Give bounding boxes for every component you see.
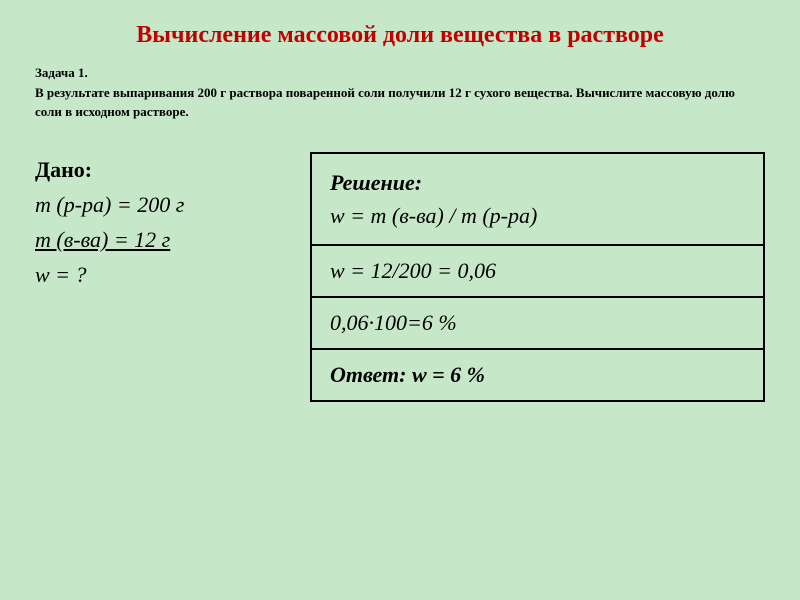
problem-heading: Задача 1. <box>35 65 88 80</box>
solution-row4: Ответ: w = 6 % <box>311 349 764 401</box>
solution-row2: w = 12/200 = 0,06 <box>311 245 764 297</box>
solution-row3: 0,06·100=6 % <box>311 297 764 349</box>
given-line2: m (в-ва) = 12 г <box>35 222 285 257</box>
given-label: Дано: <box>35 152 285 187</box>
solution-formula: w = m (в-ва) / m (р-ра) <box>330 203 537 228</box>
solution-table: Решение: w = m (в-ва) / m (р-ра) w = 12/… <box>310 152 765 402</box>
solution-label: Решение: <box>330 170 422 195</box>
given-line3: w = ? <box>35 257 285 292</box>
given-block: Дано: m (р-ра) = 200 г m (в-ва) = 12 г w… <box>35 152 285 402</box>
problem-text: В результате выпаривания 200 г раствора … <box>35 85 735 120</box>
solution-row1: Решение: w = m (в-ва) / m (р-ра) <box>311 153 764 245</box>
main-content: Дано: m (р-ра) = 200 г m (в-ва) = 12 г w… <box>35 152 765 402</box>
problem-statement: Задача 1. В результате выпаривания 200 г… <box>35 63 765 122</box>
page-title: Вычисление массовой доли вещества в раст… <box>35 20 765 51</box>
given-line1: m (р-ра) = 200 г <box>35 187 285 222</box>
